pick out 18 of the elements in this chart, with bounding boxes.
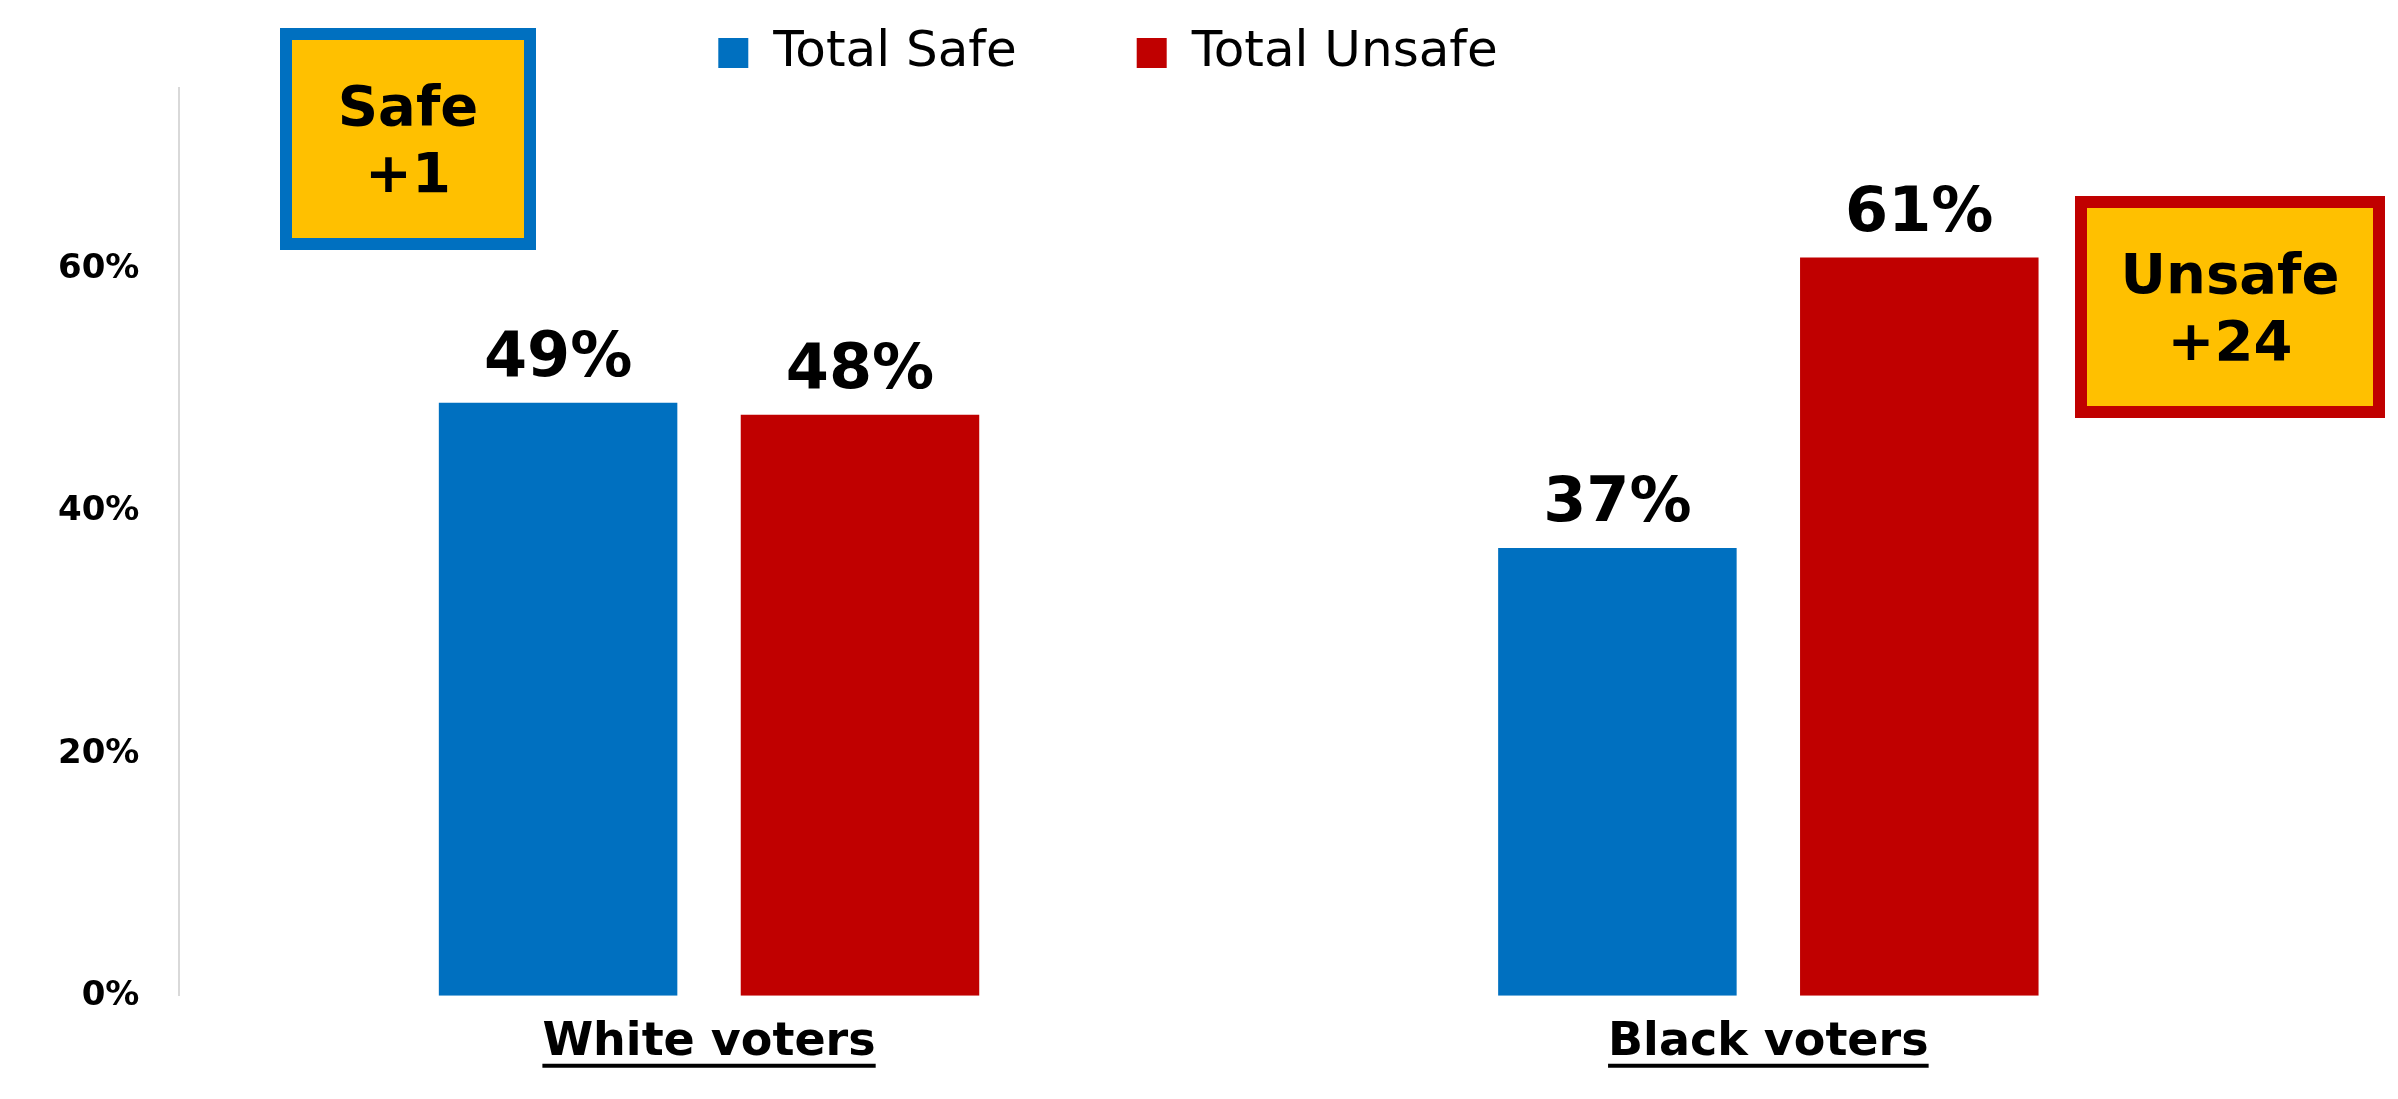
bar [740, 414, 980, 996]
data-label: 48% [785, 329, 935, 403]
data-label: 37% [1543, 463, 1692, 537]
data-label: 61% [1845, 172, 1994, 246]
bar [438, 402, 678, 996]
bar [1800, 257, 2039, 996]
y-tick-label: 0% [81, 972, 140, 1013]
y-tick-label: 40% [57, 488, 140, 529]
y-tick-label: 60% [57, 246, 140, 287]
annotation: Unsafe +24 [2075, 196, 2385, 418]
bar [1498, 547, 1737, 996]
x-tick-label: White voters [542, 1012, 876, 1067]
y-tick-label: 20% [57, 730, 140, 771]
legend-label: Total Safe [772, 19, 1117, 78]
data-label: 49% [483, 317, 633, 391]
legend-label: Total Unsafe [1190, 19, 1598, 78]
annotation: Safe +1 [280, 28, 536, 250]
x-tick-label: Black voters [1608, 1012, 1929, 1067]
